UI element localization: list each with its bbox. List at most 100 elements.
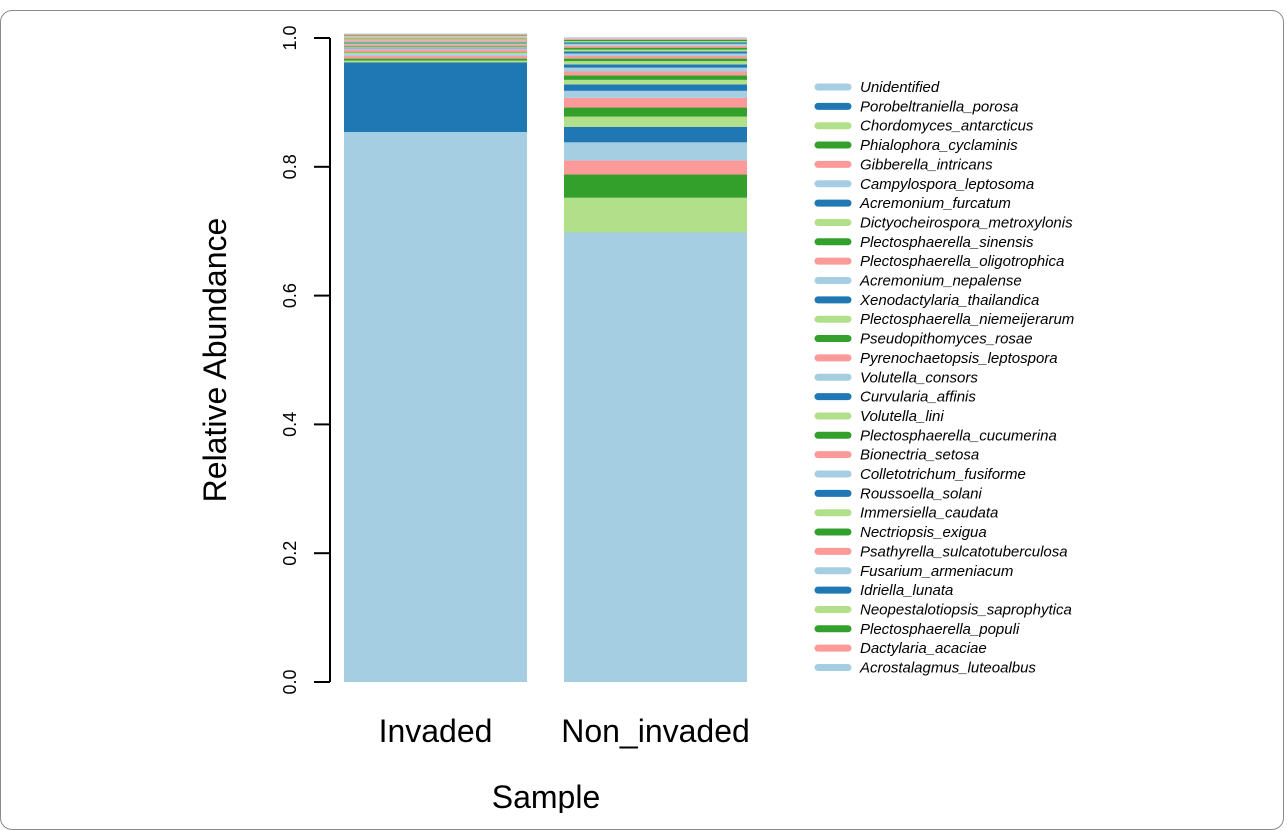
legend-label: Plectosphaerella_cucumerina	[860, 427, 1057, 444]
bar-segment	[344, 52, 527, 53]
x-axis: Invaded Non_invaded	[379, 713, 750, 749]
bar-segment	[564, 174, 747, 198]
bar-segment	[564, 45, 747, 48]
bar-segment	[564, 38, 747, 40]
legend-item: Psathyrella_sulcatotuberculosa	[814, 543, 1068, 560]
y-tick-label: 0.2	[280, 541, 300, 566]
legend-label: Volutella_consors	[860, 369, 978, 386]
legend-item: Porobeltraniella_porosa	[814, 98, 1018, 115]
y-tick-label: 0.8	[280, 154, 300, 179]
bar-segment	[564, 97, 747, 108]
y-tick-label: 1.0	[280, 25, 300, 50]
bar-segment	[344, 37, 527, 39]
bar-segment	[344, 46, 527, 48]
bar-segment	[344, 60, 527, 63]
legend-item: Pseudopithomyces_rosae	[814, 331, 1033, 348]
bar-segment	[344, 39, 527, 40]
bar-segment	[344, 52, 527, 55]
legend-item: Plectosphaerella_populi	[814, 621, 1020, 638]
legend-label: Psathyrella_sulcatotuberculosa	[860, 543, 1068, 560]
x-tick-label: Non_invaded	[561, 713, 750, 749]
bar-segment	[564, 75, 747, 80]
legend-item: Neopestalotiopsis_saprophytica	[814, 601, 1072, 618]
bar-segment	[564, 53, 747, 57]
legend-item: Colletotrichum_fusiforme	[814, 466, 1026, 483]
bar-segment	[564, 90, 747, 98]
bar-segment	[344, 34, 527, 36]
y-tick-label: 0.6	[280, 283, 300, 308]
legend-item: Immersiella_caudata	[814, 505, 998, 522]
y-axis: 0.0 0.2 0.4 0.6 0.8 1.0	[280, 25, 331, 695]
bar-segment	[564, 47, 747, 50]
legend-item: Plectosphaerella_niemeijerarum	[814, 311, 1074, 328]
y-tick-label: 0.0	[280, 669, 300, 694]
bar-segment	[564, 41, 747, 43]
legend-item: Plectosphaerella_cucumerina	[814, 427, 1057, 444]
legend-label: Bionectria_setosa	[860, 447, 979, 464]
legend-item: Acremonium_furcatum	[814, 195, 1011, 212]
legend-item: Acremonium_nepalense	[814, 273, 1022, 290]
legend-item: Roussoella_solani	[814, 485, 982, 502]
bar-segment	[564, 79, 747, 85]
legend-label: Idriella_lunata	[860, 582, 953, 599]
bar-segment	[564, 126, 747, 143]
x-tick-label: Invaded	[379, 713, 493, 749]
bar-segment	[564, 232, 747, 682]
legend-label: Dactylaria_acaciae	[860, 640, 987, 657]
bars	[344, 33, 747, 683]
bar-segment	[344, 47, 527, 48]
legend-label: Dictyocheirospora_metroxylonis	[860, 214, 1073, 231]
bar-segment	[344, 35, 527, 37]
bar-segment	[564, 49, 747, 52]
legend-item: Volutella_lini	[814, 408, 944, 425]
bar-segment	[564, 116, 747, 127]
bar-segment	[344, 56, 527, 59]
legend-item: Campylospora_leptosoma	[814, 176, 1034, 193]
legend-label: Colletotrichum_fusiforme	[860, 466, 1026, 483]
bar-segment	[344, 38, 527, 40]
bar-segment	[564, 71, 747, 76]
legend-item: Gibberella_intricans	[814, 156, 993, 173]
bar-segment	[344, 43, 527, 44]
bar-segment	[344, 39, 527, 41]
bar-segment	[344, 40, 527, 42]
legend-item: Unidentified	[814, 79, 940, 96]
legend-label: Phialophora_cyclaminis	[860, 137, 1018, 154]
legend-label: Chordomyces_antarcticus	[860, 118, 1034, 135]
legend-item: Plectosphaerella_oligotrophica	[814, 253, 1064, 270]
legend-item: Fusarium_armeniacum	[814, 563, 1013, 580]
bar-segment	[344, 36, 527, 37]
legend-label: Porobeltraniella_porosa	[860, 98, 1018, 115]
legend-label: Campylospora_leptosoma	[860, 176, 1034, 193]
bar-segment	[344, 132, 527, 683]
stacked-bar	[344, 33, 527, 683]
bar-segment	[564, 197, 747, 233]
bar-segment	[564, 142, 747, 161]
legend-label: Fusarium_armeniacum	[860, 563, 1013, 580]
bar-segment	[344, 48, 527, 50]
legend-item: Dictyocheirospora_metroxylonis	[814, 214, 1073, 231]
bar-segment	[344, 47, 527, 49]
legend-label: Neopestalotiopsis_saprophytica	[860, 601, 1072, 618]
bar-segment	[344, 33, 527, 35]
legend-label: Pyrenochaetopsis_leptospora	[860, 350, 1058, 367]
legend-item: Dactylaria_acaciae	[814, 640, 987, 657]
legend-item: Phialophora_cyclaminis	[814, 137, 1018, 154]
bar-segment	[564, 58, 747, 62]
legend-label: Acremonium_furcatum	[859, 195, 1011, 212]
legend-label: Pseudopithomyces_rosae	[860, 331, 1033, 348]
legend-label: Plectosphaerella_sinensis	[860, 234, 1034, 251]
bar-segment	[564, 67, 747, 72]
legend-item: Chordomyces_antarcticus	[814, 118, 1034, 135]
legend-label: Unidentified	[860, 79, 940, 96]
legend-label: Roussoella_solani	[860, 485, 982, 502]
y-tick-label: 0.4	[280, 412, 300, 437]
legend-item: Volutella_consors	[814, 369, 978, 386]
bar-segment	[564, 56, 747, 59]
legend: Unidentified Porobeltraniella_porosa Chord…	[814, 79, 1074, 677]
y-axis-label: Relative Abundance	[197, 218, 233, 503]
legend-label: Plectosphaerella_niemeijerarum	[860, 311, 1074, 328]
bar-segment	[564, 84, 747, 91]
bar-segment	[344, 54, 527, 57]
legend-item: Acrostalagmus_luteoalbus	[814, 660, 1036, 677]
